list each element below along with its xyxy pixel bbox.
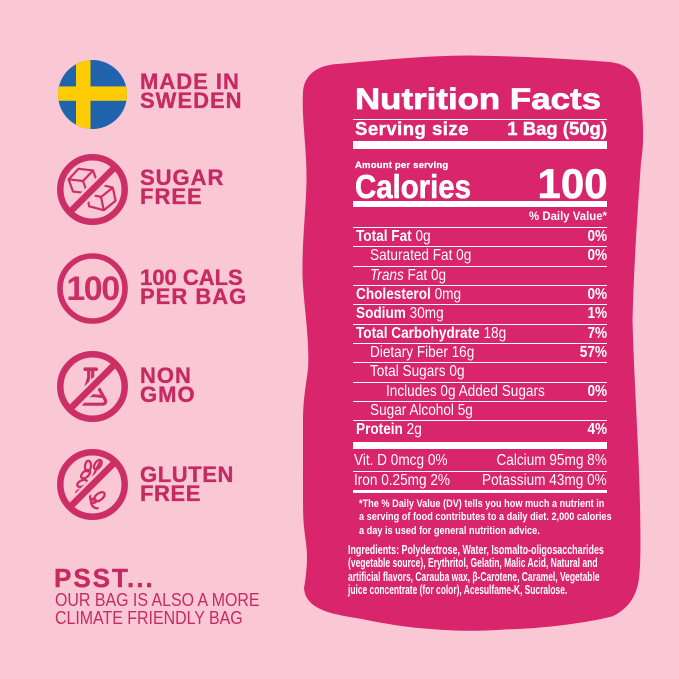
svg-text:100: 100 [66,270,119,308]
